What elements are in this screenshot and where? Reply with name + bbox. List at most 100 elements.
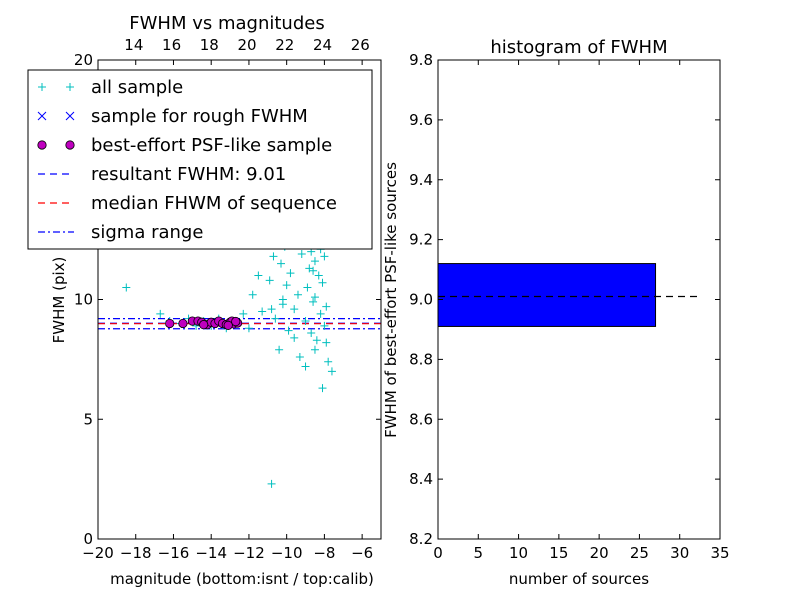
x-tick-label: −6: [351, 544, 373, 562]
all-sample-point: [282, 281, 291, 290]
x-tick-label: −14: [195, 544, 227, 562]
all-sample-point: [318, 384, 327, 393]
left-y-axis-label: FWHM (pix): [50, 257, 68, 344]
all-sample-point: [122, 283, 131, 292]
all-sample-point: [322, 338, 331, 347]
left-x-axis-label: magnitude (bottom:isnt / top:calib): [110, 570, 374, 588]
all-sample-point: [324, 357, 333, 366]
all-sample-point: [248, 290, 257, 299]
right-y-axis-label: FWHM of best-effort PSF-like sources: [382, 162, 400, 438]
y-tick-label: 5: [83, 410, 93, 428]
left-y-axis: 0 5 10 20: [74, 51, 381, 548]
right-plot-area: [437, 263, 700, 327]
right-chart: histogram of FWHM 0 5 10 15 20 25 30 35 8.28.48…: [382, 37, 730, 588]
legend-label: resultant FWHM: 9.01: [91, 164, 286, 185]
legend-marker: [66, 83, 74, 91]
top-tick-label: 24: [313, 36, 332, 54]
y-tick-label: 8.6: [409, 410, 433, 428]
x-tick-label: −10: [271, 544, 303, 562]
legend-label: sample for rough FWHM: [91, 106, 308, 127]
x-tick-label: 15: [549, 544, 568, 562]
x-tick-label: −20: [82, 544, 114, 562]
right-chart-title: histogram of FWHM: [490, 37, 667, 58]
psf-sample-point: [178, 318, 188, 329]
legend-marker: [65, 140, 75, 150]
legend-label: all sample: [91, 77, 183, 98]
y-tick-label: 8.4: [409, 470, 433, 488]
top-tick-label: 18: [200, 36, 219, 54]
top-tick-label: 22: [275, 36, 294, 54]
all-sample-point: [310, 257, 319, 266]
all-sample-point: [290, 333, 299, 342]
legend-entry: resultant FWHM: 9.01: [38, 164, 286, 185]
legend: all sample sample for rough FWHM best-effo…: [27, 69, 373, 250]
psf-sample-point: [231, 316, 241, 327]
legend-entry: sample for rough FWHM: [37, 106, 308, 127]
all-sample-point: [316, 309, 325, 318]
all-sample-point: [310, 345, 319, 354]
all-sample-point: [278, 295, 287, 304]
all-sample-point: [314, 271, 323, 280]
legend-entry: median FHWM of sequence: [38, 193, 337, 214]
x-tick-label: −8: [313, 544, 335, 562]
all-sample-point: [310, 293, 319, 302]
right-x-axis-label: number of sources: [509, 570, 649, 588]
legend-entry: all sample: [38, 77, 183, 98]
all-sample-point: [258, 307, 267, 316]
left-chart-title: FWHM vs magnitudes: [129, 13, 324, 34]
all-sample-point: [286, 269, 295, 278]
y-tick-label: 9.2: [409, 231, 433, 249]
y-tick-label: 0: [83, 530, 93, 548]
y-tick-label: 20: [74, 51, 93, 69]
top-tick-label: 20: [237, 36, 256, 54]
legend-entry: best-effort PSF-like sample: [37, 135, 332, 156]
psf-sample-point: [223, 320, 233, 330]
left-plot-area: [98, 202, 381, 488]
all-sample-point: [301, 317, 310, 326]
x-tick-label: 35: [710, 544, 729, 562]
legend-label: sigma range: [91, 222, 203, 243]
top-tick-label: 16: [162, 36, 181, 54]
all-sample-point: [156, 309, 165, 318]
all-sample-point: [267, 479, 276, 488]
all-sample-point: [271, 314, 280, 323]
legend-box: [27, 69, 373, 250]
legend-entry: sigma range: [38, 222, 203, 243]
x-tick-label: 20: [590, 544, 609, 562]
y-tick-label: 9.6: [409, 111, 433, 129]
histogram-bar: [437, 263, 657, 327]
legend-marker: [37, 111, 47, 121]
all-sample-point: [277, 259, 286, 268]
psf-sample-point: [165, 318, 175, 329]
x-tick-label: −18: [120, 544, 152, 562]
psf-sample-point: [199, 320, 209, 330]
all-sample-point: [244, 324, 253, 333]
right-x-axis: 0 5 10 15 20 25 30 35: [433, 60, 730, 562]
all-sample-point: [269, 252, 278, 261]
all-sample-point: [307, 329, 316, 338]
all-sample-point: [239, 309, 248, 318]
all-sample-point: [275, 345, 284, 354]
x-tick-label: 0: [433, 544, 443, 562]
legend-label: best-effort PSF-like sample: [91, 135, 332, 156]
y-tick-label: 10: [74, 291, 93, 309]
x-tick-label: −16: [158, 544, 190, 562]
all-sample-point: [297, 249, 306, 258]
x-tick-label: 10: [509, 544, 528, 562]
all-sample-point: [303, 283, 312, 292]
all-sample-point: [320, 321, 329, 330]
y-tick-label: 9.0: [409, 291, 433, 309]
right-y-axis: 8.2 8.4 8.6 8.8 9.0 9.2 9.4 9.6 9.8: [409, 51, 720, 548]
all-sample-point: [312, 336, 321, 345]
all-sample-point: [267, 305, 276, 314]
all-sample-point: [322, 302, 331, 311]
all-sample-point: [320, 252, 329, 261]
x-tick-label: −12: [233, 544, 265, 562]
all-sample-point: [284, 326, 293, 335]
y-tick-label: 9.8: [409, 51, 433, 69]
legend-label: median FHWM of sequence: [91, 193, 337, 214]
top-tick-label: 26: [351, 36, 370, 54]
x-tick-label: 5: [474, 544, 484, 562]
